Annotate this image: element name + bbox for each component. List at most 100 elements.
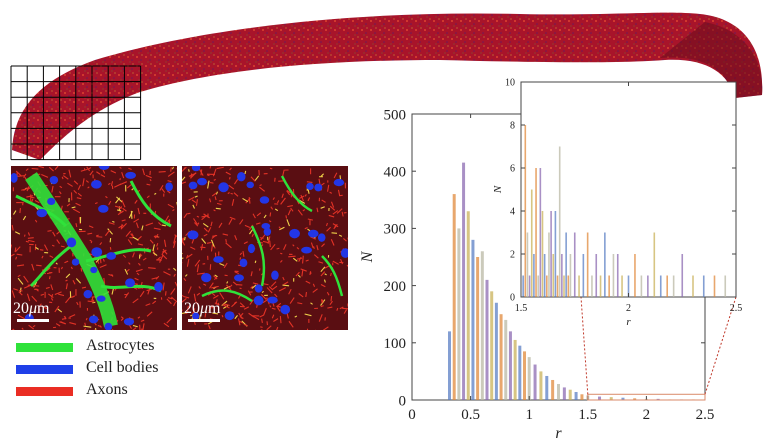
axon-fiber — [11, 244, 13, 249]
cell-body — [71, 258, 80, 266]
inset-bar — [659, 275, 662, 297]
axon-fiber — [223, 303, 230, 306]
axon-fiber — [41, 174, 49, 178]
inset-bar — [612, 254, 615, 297]
axon-fiber — [330, 239, 335, 246]
axon-fiber — [272, 285, 278, 290]
axon-fiber — [164, 291, 167, 296]
axon-fiber — [321, 298, 324, 303]
main-ytick-label: 200 — [384, 279, 407, 295]
axon-fiber — [332, 210, 339, 215]
inset-xlabel: r — [626, 316, 631, 328]
axon-fiber — [50, 297, 54, 301]
axon-fiber — [109, 247, 112, 250]
axon-fiber — [339, 306, 344, 310]
axon-fiber — [191, 199, 197, 204]
axon-fiber — [162, 248, 168, 255]
inset-bar — [524, 125, 527, 297]
axon-fiber — [142, 257, 147, 261]
axon-fiber — [283, 281, 289, 286]
inset-bar — [702, 275, 705, 297]
axon-fiber — [148, 267, 156, 269]
axon-fiber — [327, 184, 330, 192]
axon-fiber — [87, 300, 95, 303]
cell-body — [188, 181, 198, 190]
axon-fiber — [158, 170, 166, 173]
axon-fiber — [149, 239, 154, 244]
axon-fiber — [248, 197, 251, 204]
cell-body — [246, 181, 255, 189]
axon-fiber — [163, 271, 171, 276]
axon-fiber — [114, 205, 123, 209]
axon-fiber — [81, 286, 87, 289]
axon-fiber — [290, 207, 294, 212]
cell-body — [263, 227, 272, 236]
legend: Astrocytes Cell bodies Axons — [14, 337, 214, 403]
axon-fiber — [244, 170, 247, 175]
main-bar — [508, 331, 512, 400]
legend-item-astrocytes: Astrocytes — [14, 337, 214, 359]
cell-body — [333, 178, 345, 187]
axon-fiber — [16, 253, 23, 256]
inset-bar — [569, 254, 572, 297]
axon-fiber — [126, 268, 130, 272]
axon-fiber — [310, 302, 313, 305]
axon-fiber — [161, 188, 166, 193]
axon-fiber — [161, 224, 166, 227]
legend-label-cell-bodies: Cell bodies — [86, 359, 159, 376]
axon-fiber — [88, 167, 92, 170]
axon-fiber — [66, 203, 71, 207]
axon-fiber — [200, 244, 204, 251]
axon-fiber — [128, 262, 131, 265]
axon-fiber — [329, 205, 336, 211]
axon-fiber — [248, 224, 254, 231]
axon-fiber — [210, 221, 213, 227]
cell-body — [267, 296, 278, 304]
axon-fiber — [17, 314, 26, 320]
axon-fiber — [212, 168, 217, 177]
inset-bar — [713, 275, 716, 297]
axon-fiber — [154, 233, 159, 239]
axon-fiber — [278, 226, 282, 230]
axon-fiber — [216, 166, 224, 170]
inset-ytick-label: 8 — [510, 121, 515, 132]
axon-fiber — [75, 202, 81, 207]
inset-plot-frame — [520, 81, 737, 298]
axon-fiber — [242, 250, 245, 257]
axon-fiber — [288, 320, 294, 328]
axon-fiber — [173, 301, 177, 307]
inset-bar — [724, 275, 727, 297]
axon-fiber — [145, 303, 151, 306]
axon-fiber — [255, 222, 261, 225]
axon-fiber — [120, 318, 124, 321]
axon-fiber — [122, 207, 127, 212]
axon-fiber — [83, 328, 87, 330]
axon-fiber — [94, 202, 98, 205]
axon-fiber — [286, 189, 291, 194]
axon-fiber — [203, 233, 208, 237]
axon-fiber — [23, 284, 32, 289]
axon-fiber — [34, 200, 40, 204]
axon-fiber — [341, 211, 344, 217]
micrograph-image-b — [182, 166, 348, 330]
tissue-shape — [12, 12, 763, 160]
axon-fiber — [302, 255, 304, 264]
axon-fiber — [243, 241, 248, 245]
scalebar-b-label: 20μm — [184, 300, 221, 317]
inset-bar — [554, 211, 557, 297]
axon-fiber — [313, 254, 319, 259]
inset-bar — [672, 275, 675, 297]
axon-fiber — [107, 228, 113, 235]
inset-xtick-label: 2.5 — [730, 303, 743, 314]
axon-fiber — [162, 282, 165, 291]
axon-fiber — [270, 281, 277, 287]
axon-fiber — [122, 254, 127, 258]
axon-fiber — [296, 247, 300, 250]
cell-body — [98, 204, 109, 213]
axon-fiber — [188, 196, 195, 201]
axon-fiber — [68, 169, 72, 178]
axon-fiber — [82, 178, 85, 187]
inset-bar — [558, 146, 561, 297]
axon-fiber — [219, 263, 225, 267]
axon-fiber — [323, 279, 326, 283]
